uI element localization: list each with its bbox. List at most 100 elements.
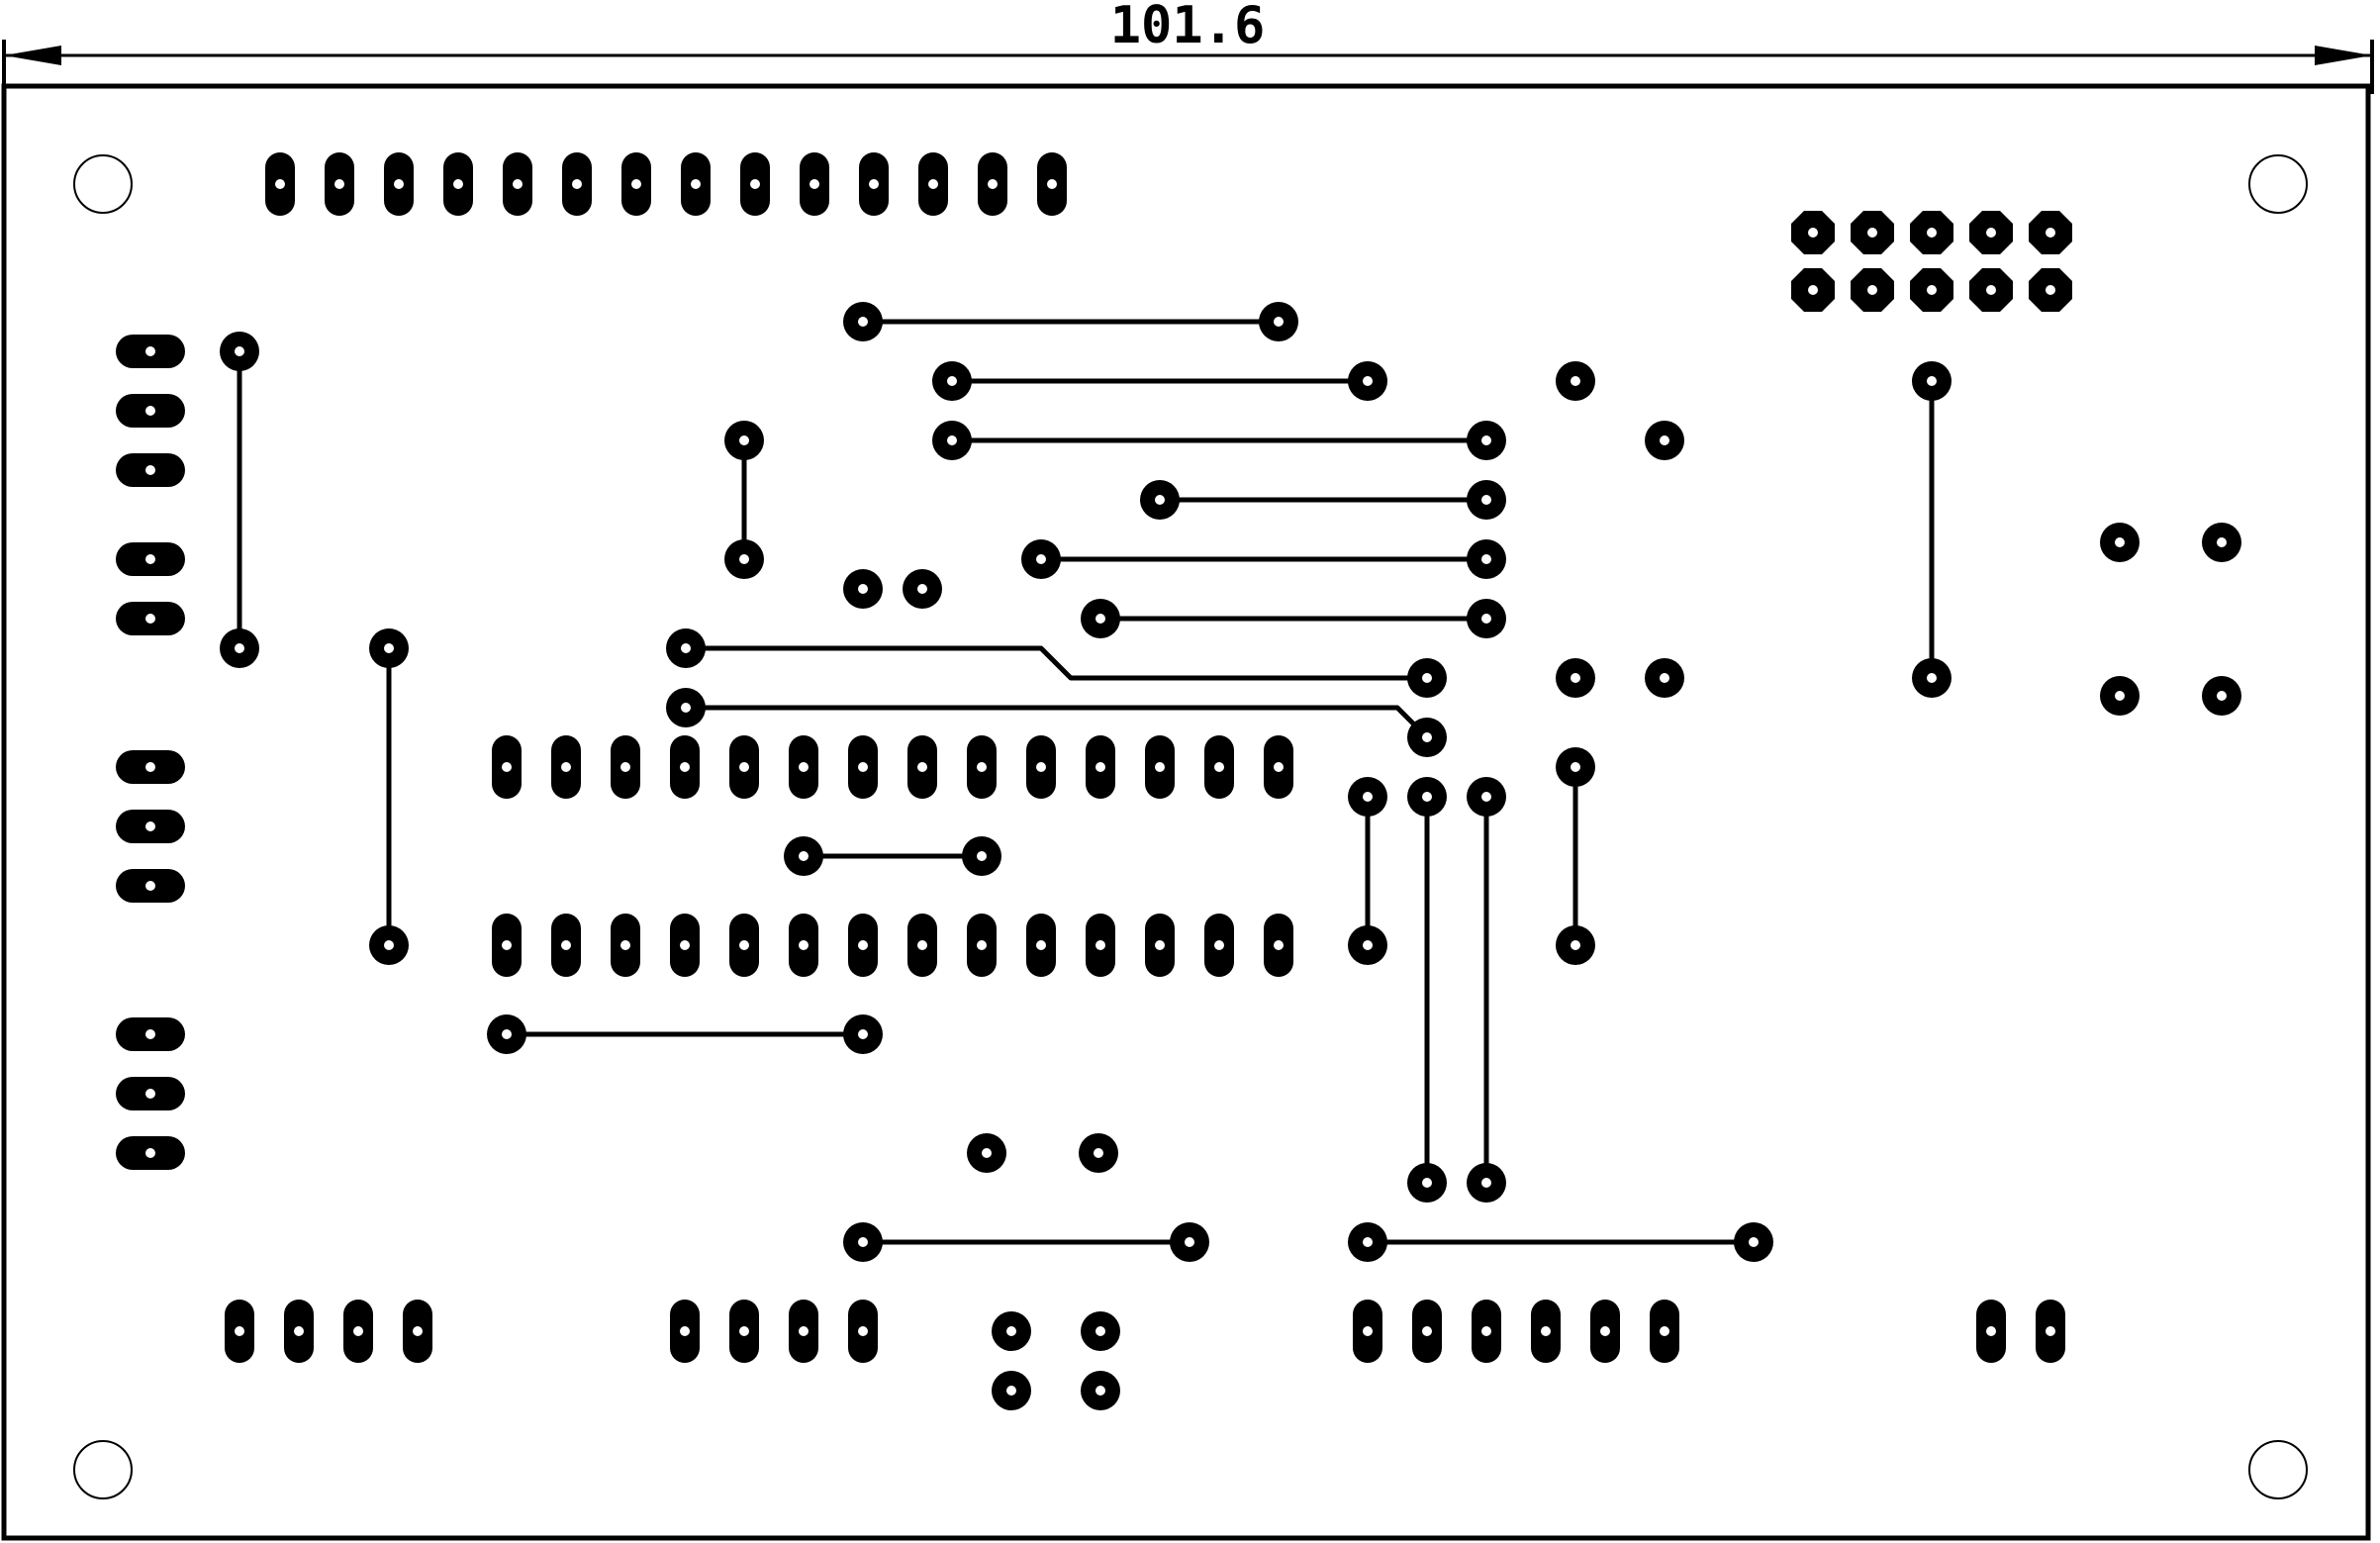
oval-pad-vertical bbox=[492, 735, 522, 799]
drill-hole bbox=[1541, 1326, 1551, 1336]
drill-hole bbox=[1986, 1326, 1996, 1336]
oval-pad-vertical bbox=[800, 152, 829, 216]
drill-hole bbox=[809, 179, 819, 189]
drill-hole bbox=[681, 643, 691, 653]
drill-hole bbox=[799, 1326, 809, 1336]
drill-hole bbox=[1274, 317, 1284, 327]
drill-hole bbox=[2046, 285, 2055, 295]
drill-hole bbox=[1867, 285, 1877, 295]
drill-hole bbox=[1600, 1326, 1610, 1336]
round-pad bbox=[992, 1371, 1031, 1410]
drill-hole bbox=[1363, 1326, 1373, 1336]
oval-pad-horizontal bbox=[116, 810, 185, 843]
dimension-label-backdrop bbox=[1094, 2, 1282, 51]
drill-hole bbox=[1986, 228, 1996, 238]
octagon-pad bbox=[1851, 268, 1894, 312]
drill-hole bbox=[1927, 673, 1937, 683]
drill-hole bbox=[1927, 228, 1937, 238]
oval-pad-vertical bbox=[1037, 152, 1067, 216]
drill-hole bbox=[620, 940, 630, 950]
drill-hole bbox=[1095, 1386, 1105, 1396]
round-pad bbox=[843, 1014, 883, 1054]
round-pad bbox=[1348, 777, 1387, 817]
drill-hole bbox=[2115, 691, 2125, 701]
octagon-pad bbox=[1791, 268, 1835, 312]
oval-pad-vertical bbox=[729, 914, 759, 977]
drill-hole bbox=[858, 1326, 868, 1336]
drill-hole bbox=[1095, 1326, 1105, 1336]
round-pad bbox=[1348, 1222, 1387, 1262]
round-pad bbox=[1021, 539, 1061, 579]
round-pad bbox=[2202, 523, 2241, 562]
dimension-arrow-right bbox=[2315, 46, 2372, 65]
oval-pad-vertical bbox=[740, 152, 770, 216]
drill-hole bbox=[1867, 228, 1877, 238]
drill-hole bbox=[413, 1326, 423, 1336]
drill-hole bbox=[858, 940, 868, 950]
drill-hole bbox=[1363, 1237, 1373, 1247]
drill-hole bbox=[2115, 537, 2125, 547]
drill-hole bbox=[1481, 792, 1491, 802]
round-pad bbox=[784, 836, 823, 876]
oval-pad-vertical bbox=[1590, 1300, 1620, 1363]
drill-hole bbox=[1571, 673, 1580, 683]
round-pad bbox=[1140, 480, 1180, 520]
oval-pad-horizontal bbox=[116, 602, 185, 635]
mounting-holes bbox=[73, 154, 2308, 1499]
round-pad bbox=[1912, 361, 1952, 401]
round-pad bbox=[1259, 302, 1298, 341]
round-pad bbox=[369, 628, 409, 668]
octagon-pad bbox=[1969, 268, 2013, 312]
drill-hole bbox=[1363, 792, 1373, 802]
octagon-pad bbox=[2029, 268, 2072, 312]
round-pad bbox=[220, 628, 259, 668]
drill-hole bbox=[145, 821, 155, 831]
trace bbox=[683, 645, 1430, 681]
oval-pad-vertical bbox=[1086, 735, 1115, 799]
drill-hole bbox=[928, 179, 938, 189]
drill-hole bbox=[1927, 376, 1937, 386]
drill-hole bbox=[353, 1326, 363, 1336]
round-pad bbox=[967, 1133, 1006, 1173]
oval-pad-vertical bbox=[848, 1300, 878, 1363]
round-pad bbox=[1081, 1371, 1120, 1410]
drill-hole bbox=[1036, 762, 1046, 772]
drill-hole bbox=[1422, 732, 1432, 742]
drill-hole bbox=[739, 435, 749, 445]
round-pad bbox=[1407, 777, 1447, 817]
drill-hole bbox=[145, 346, 155, 356]
drill-hole bbox=[680, 762, 690, 772]
drill-hole bbox=[1036, 940, 1046, 950]
round-pad bbox=[843, 302, 883, 341]
oval-pad-vertical bbox=[859, 152, 889, 216]
drill-hole bbox=[145, 762, 155, 772]
oval-pad-vertical bbox=[907, 735, 937, 799]
mounting-hole-bottom-right bbox=[2248, 1440, 2308, 1499]
drill-hole bbox=[631, 179, 641, 189]
oval-pad-vertical bbox=[1472, 1300, 1501, 1363]
round-pad bbox=[1734, 1222, 1773, 1262]
drill-hole bbox=[1094, 1148, 1103, 1158]
oval-pad-vertical bbox=[265, 152, 295, 216]
drill-hole bbox=[572, 179, 582, 189]
drill-hole bbox=[2046, 228, 2055, 238]
drill-hole bbox=[145, 406, 155, 416]
oval-pad-horizontal bbox=[116, 453, 185, 487]
drill-hole bbox=[1481, 614, 1491, 624]
round-pad bbox=[1556, 658, 1595, 698]
round-pad bbox=[220, 332, 259, 371]
drill-hole bbox=[1481, 435, 1491, 445]
drill-hole bbox=[858, 762, 868, 772]
drill-hole bbox=[1481, 1326, 1491, 1336]
round-pad bbox=[932, 361, 972, 401]
octagon-pad bbox=[1791, 211, 1835, 254]
mounting-hole-bottom-left bbox=[73, 1440, 133, 1499]
round-pad bbox=[2100, 523, 2140, 562]
drill-hole bbox=[1422, 1326, 1432, 1336]
drill-hole bbox=[1363, 376, 1373, 386]
oval-pad-vertical bbox=[1026, 735, 1056, 799]
drill-hole bbox=[620, 762, 630, 772]
oval-pad-vertical bbox=[621, 152, 651, 216]
round-pad bbox=[666, 688, 706, 727]
drill-hole bbox=[561, 940, 571, 950]
